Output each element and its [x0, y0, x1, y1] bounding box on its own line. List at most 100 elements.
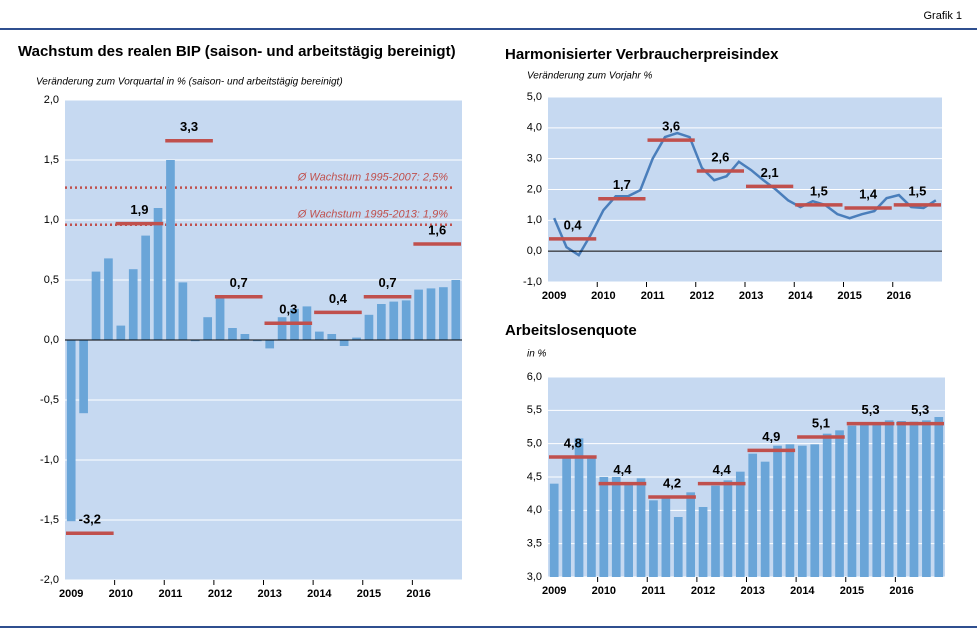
- bar: [649, 500, 658, 577]
- bar: [760, 461, 770, 577]
- bar: [401, 300, 411, 340]
- annual-label: 1,6: [428, 222, 446, 237]
- bar: [549, 483, 559, 577]
- y-tick-label: 4,0: [527, 122, 542, 134]
- bar: [922, 420, 931, 577]
- x-tick-label: 2015: [357, 588, 381, 600]
- reference-label: Ø Wachstum 1995-2007: 2,5%: [297, 172, 448, 184]
- y-tick-label: 5,0: [527, 91, 542, 103]
- bar: [847, 425, 857, 577]
- annual-label: 5,1: [812, 415, 830, 430]
- annual-label: 4,9: [762, 429, 780, 444]
- bar: [141, 235, 150, 340]
- bar: [748, 453, 758, 577]
- y-tick-label: 0,0: [44, 334, 59, 346]
- bar: [822, 433, 832, 577]
- bar: [389, 301, 399, 340]
- annual-label: 1,5: [908, 183, 926, 198]
- chart-subtitle: in %: [527, 349, 547, 360]
- bar: [872, 423, 882, 577]
- bar: [79, 340, 88, 414]
- x-tick-label: 2014: [307, 588, 332, 600]
- bar: [711, 485, 720, 577]
- bar: [439, 287, 448, 340]
- bar: [327, 334, 337, 340]
- bar: [240, 334, 250, 340]
- annual-label: 5,3: [862, 402, 880, 417]
- bar: [574, 438, 584, 577]
- annual-label: 1,4: [859, 186, 878, 201]
- bar: [153, 208, 163, 340]
- chart-title: Arbeitslosenquote: [505, 322, 637, 339]
- annual-label: 1,9: [130, 202, 148, 217]
- annual-label: 4,8: [564, 435, 582, 450]
- x-tick-label: 2009: [59, 588, 83, 600]
- y-tick-label: 1,5: [44, 154, 59, 166]
- x-tick-label: 2009: [542, 585, 566, 597]
- bar: [785, 444, 795, 577]
- annual-label: 0,7: [230, 275, 248, 290]
- y-tick-label: -1,5: [40, 514, 59, 526]
- annual-label: 4,4: [613, 462, 632, 477]
- bar: [686, 492, 696, 577]
- bar: [352, 337, 361, 340]
- y-tick-label: 2,0: [527, 183, 542, 195]
- annual-label: 0,4: [329, 291, 348, 306]
- chart-title: Harmonisierter Verbraucherpreisindex: [505, 46, 779, 63]
- annual-label: 4,2: [663, 475, 681, 490]
- bar: [611, 477, 621, 577]
- bar: [66, 340, 76, 522]
- y-tick-label: 6,0: [527, 371, 542, 383]
- annual-label: 4,4: [713, 462, 732, 477]
- bar: [265, 340, 275, 349]
- y-tick-label: -2,0: [40, 574, 59, 586]
- bar: [426, 288, 436, 340]
- x-tick-label: 2011: [642, 585, 666, 597]
- chart-subtitle: Veränderung zum Vorquartal in % (saison-…: [36, 77, 343, 88]
- bar: [624, 482, 633, 577]
- chart-title: Wachstum des realen BIP (saison- und arb…: [18, 43, 456, 60]
- x-tick-label: 2015: [837, 290, 861, 302]
- x-tick-label: 2011: [641, 290, 665, 302]
- bar: [835, 430, 844, 577]
- bar: [562, 455, 571, 577]
- bar: [116, 325, 126, 340]
- bar: [735, 471, 745, 577]
- x-tick-label: 2012: [208, 588, 232, 600]
- bar: [884, 420, 894, 577]
- bar: [203, 317, 213, 340]
- figure-label: Grafik 1: [923, 10, 962, 22]
- annual-label: 0,4: [564, 217, 583, 232]
- bar: [339, 340, 349, 346]
- x-tick-label: 2014: [790, 585, 815, 597]
- y-tick-label: 3,0: [527, 153, 542, 165]
- bar: [636, 478, 646, 577]
- bar: [797, 445, 807, 577]
- bar: [661, 497, 671, 577]
- bar: [252, 340, 262, 342]
- bar: [587, 455, 596, 577]
- y-tick-label: 5,0: [527, 438, 542, 450]
- bar: [934, 417, 944, 577]
- bar: [104, 258, 113, 340]
- x-tick-label: 2013: [740, 585, 764, 597]
- line: [553, 131, 937, 257]
- x-tick-label: 2010: [109, 588, 133, 600]
- y-tick-label: 0,5: [44, 274, 59, 286]
- x-tick-label: 2016: [887, 290, 911, 302]
- y-tick-label: 1,0: [527, 214, 542, 226]
- bar: [909, 421, 919, 577]
- x-tick-label: 2009: [542, 290, 566, 302]
- bar: [228, 328, 237, 340]
- y-tick-label: 5,5: [527, 404, 542, 416]
- bar: [773, 445, 782, 577]
- bar: [810, 444, 820, 577]
- chart-subtitle: Veränderung zum Vorjahr %: [527, 71, 653, 82]
- bar: [599, 477, 609, 577]
- annual-label: 1,5: [810, 183, 828, 198]
- annual-label: 2,6: [711, 149, 729, 164]
- annual-label: 2,1: [761, 165, 779, 180]
- reference-label: Ø Wachstum 1995-2013: 1,9%: [297, 209, 448, 221]
- y-tick-label: 4,0: [527, 504, 542, 516]
